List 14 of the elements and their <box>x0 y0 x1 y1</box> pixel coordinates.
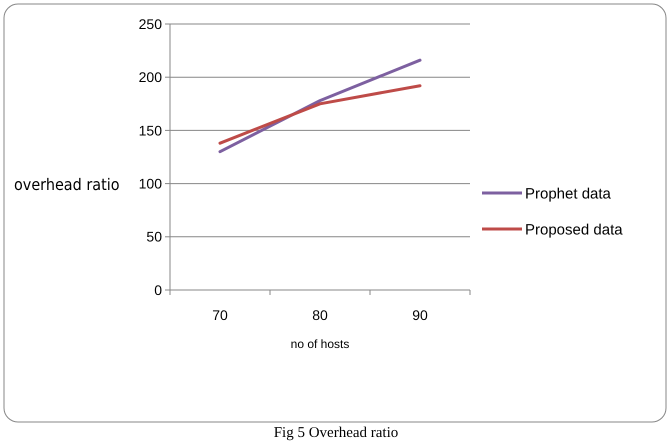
y-tick-label: 250 <box>138 16 162 32</box>
legend-label: Proposed data <box>525 221 624 238</box>
x-tick-label: 70 <box>212 307 228 323</box>
y-tick-label: 150 <box>138 122 162 138</box>
y-tick-label: 100 <box>138 176 162 192</box>
legend-label: Prophet data <box>525 185 612 202</box>
y-tick-label: 0 <box>154 282 162 298</box>
x-tick-label: 80 <box>312 307 328 323</box>
x-tick-label: 90 <box>412 307 428 323</box>
y-axis-title: overhead ratio <box>14 175 120 194</box>
y-tick-label: 50 <box>146 228 162 245</box>
y-tick-label: 200 <box>138 69 162 86</box>
x-axis-title: no of hosts <box>290 337 350 351</box>
text: Fig 5 Overhead ratio <box>274 425 398 441</box>
